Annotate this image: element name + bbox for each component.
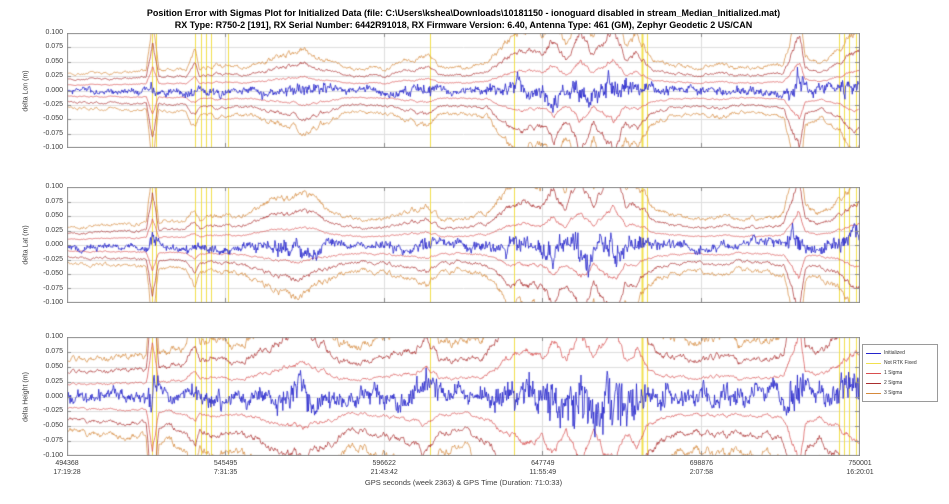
y-tick-label: 0.000 bbox=[45, 86, 63, 94]
legend-box[interactable]: Initialized Not RTK Fixed 1 Sigma 2 Sigma 3 … bbox=[862, 344, 938, 402]
y-tick-label: 0.050 bbox=[45, 212, 63, 219]
legend-entry: Not RTK Fixed bbox=[866, 358, 935, 368]
x-tick-gps-seconds: 750001 bbox=[848, 460, 872, 467]
y-tick-label: 0.000 bbox=[45, 241, 63, 248]
x-tick-label: 596622 21:43:42 bbox=[349, 459, 419, 477]
subplot-delta-height: delta Height (m) 0.100 0.075 0.050 0.025 0.0… bbox=[0, 333, 949, 459]
y-tick-label: -0.025 bbox=[43, 255, 63, 263]
y-tick-label: -0.050 bbox=[43, 270, 63, 277]
y-tick-label: 0.025 bbox=[45, 226, 63, 234]
y-tick-label: 0.100 bbox=[45, 183, 63, 190]
x-tick-label: 698876 2:07:58 bbox=[666, 459, 736, 477]
plot-area-delta-lat[interactable] bbox=[67, 187, 860, 303]
y-tick-label: 0.075 bbox=[45, 43, 63, 51]
y-tick-label: 0.000 bbox=[45, 392, 63, 400]
y-tick-label: 0.050 bbox=[45, 362, 63, 370]
legend-line-swatch bbox=[866, 352, 881, 354]
x-tick-gps-time: 17:19:28 bbox=[53, 469, 81, 476]
legend-label: 1 Sigma bbox=[884, 370, 903, 376]
plot-area-delta-height[interactable] bbox=[67, 337, 860, 456]
x-tick-gps-time: 16:20:01 bbox=[846, 469, 874, 476]
x-tick-label: 750001 16:20:01 bbox=[825, 459, 895, 477]
subplot-delta-lat: delta Lat (m) 0.100 0.075 0.050 0.025 0.000-… bbox=[0, 183, 949, 306]
legend-entry: Initialized bbox=[866, 348, 935, 358]
legend-line-swatch bbox=[866, 392, 881, 394]
legend-label: Initialized bbox=[884, 350, 905, 356]
legend-label: Not RTK Fixed bbox=[884, 360, 917, 366]
y-tick-label: 0.100 bbox=[45, 333, 63, 340]
x-tick-label: 545495 7:31:35 bbox=[191, 459, 261, 477]
x-tick-label: 647749 11:55:49 bbox=[508, 459, 578, 477]
y-tick-label: -0.075 bbox=[43, 129, 63, 137]
subplot-delta-lon: delta Lon (m) 0.100 0.075 0.050 0.025 0.000-… bbox=[0, 29, 949, 151]
y-tick-label: 0.075 bbox=[45, 347, 63, 355]
plot-area-delta-lon[interactable] bbox=[67, 33, 860, 148]
y-tick-label: 0.075 bbox=[45, 197, 63, 205]
x-tick-gps-seconds: 698876 bbox=[689, 460, 714, 467]
x-tick-gps-time: 11:55:49 bbox=[529, 469, 557, 476]
legend-line-swatch bbox=[866, 382, 881, 384]
legend-line-swatch bbox=[866, 362, 881, 364]
x-tick-gps-seconds: 545495 bbox=[213, 460, 238, 467]
x-tick-gps-seconds: 647749 bbox=[531, 460, 555, 467]
y-tick-label: -0.050 bbox=[43, 422, 63, 430]
y-tick-label: -0.075 bbox=[43, 284, 63, 292]
y-tick-label: -0.100 bbox=[43, 299, 63, 306]
y-tick-label: -0.100 bbox=[43, 144, 63, 151]
x-axis-label: GPS seconds (week 2363) & GPS Time (Dura… bbox=[364, 478, 563, 487]
legend-label: 3 Sigma bbox=[884, 390, 903, 396]
legend-entry: 1 Sigma bbox=[866, 368, 935, 378]
x-tick-gps-seconds: 494368 bbox=[55, 460, 79, 467]
legend-line-swatch bbox=[866, 372, 881, 374]
y-tick-label: 0.025 bbox=[45, 72, 63, 80]
y-tick-label: 0.050 bbox=[45, 57, 63, 65]
y-tick-label: -0.025 bbox=[43, 100, 63, 108]
y-tick-label: -0.050 bbox=[43, 115, 63, 123]
legend-entry: 3 Sigma bbox=[866, 388, 935, 398]
figure-title-line2: RX Type: R750-2 [191], RX Serial Number:… bbox=[174, 20, 753, 30]
x-tick-gps-time: 2:07:58 bbox=[689, 469, 714, 476]
x-tick-label: 494368 17:19:28 bbox=[32, 459, 102, 477]
y-tick-label: -0.075 bbox=[43, 437, 63, 445]
legend-entry: 2 Sigma bbox=[866, 378, 935, 388]
y-tick-label: 0.025 bbox=[45, 377, 63, 385]
y-tick-label: -0.100 bbox=[43, 452, 63, 459]
y-tick-label: -0.025 bbox=[43, 407, 63, 415]
x-tick-gps-time: 21:43:42 bbox=[370, 469, 398, 476]
x-tick-gps-time: 7:31:35 bbox=[213, 469, 238, 476]
x-tick-gps-seconds: 596622 bbox=[372, 460, 396, 467]
figure-title-line1: Position Error with Sigmas Plot for Init… bbox=[146, 8, 781, 18]
y-tick-label: 0.100 bbox=[45, 29, 63, 36]
legend-label: 2 Sigma bbox=[884, 380, 903, 386]
